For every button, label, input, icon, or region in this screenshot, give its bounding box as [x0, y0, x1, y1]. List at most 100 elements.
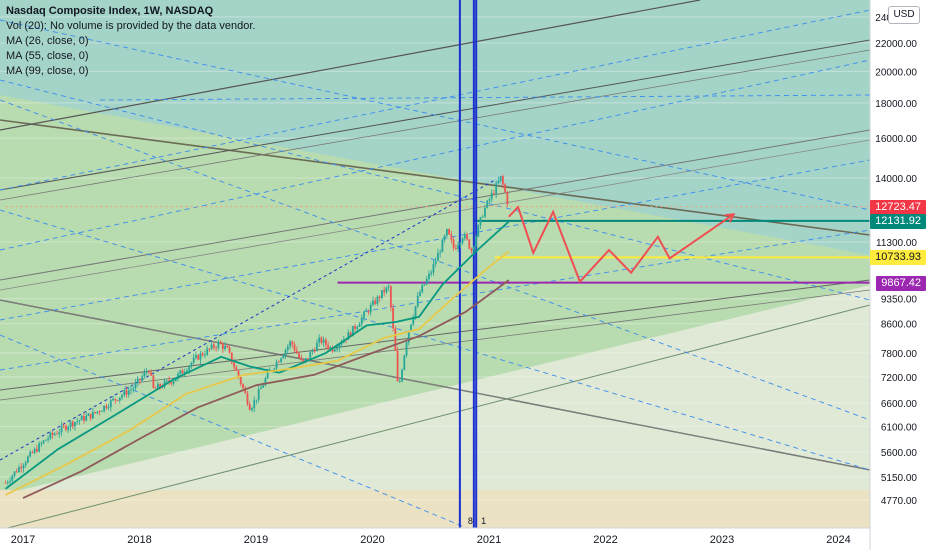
candle-body: [421, 285, 424, 293]
candle-body: [354, 325, 356, 329]
candle-body: [76, 421, 79, 423]
trend-line: [0, 49, 870, 201]
candle-body: [219, 341, 222, 344]
candle-body: [320, 337, 323, 343]
candle-body: [295, 350, 298, 354]
candle-body: [29, 451, 32, 457]
candle-body: [208, 348, 211, 350]
candle-body: [183, 371, 186, 374]
candle-body: [125, 390, 128, 395]
candle-body: [322, 339, 325, 343]
candle-body: [486, 200, 489, 208]
candle-body: [190, 362, 193, 367]
chart-legend: Nasdaq Composite Index, 1W, NASDAQ Vol (…: [6, 4, 255, 79]
candle-body: [58, 432, 61, 434]
candle-body: [253, 400, 256, 409]
moving-average-line: [22, 279, 510, 499]
y-tick-label: 7200.00: [881, 373, 918, 384]
dashed-fan-line: [0, 19, 870, 211]
candle-body: [154, 387, 157, 389]
candle-body: [172, 381, 175, 384]
candle-body: [389, 286, 392, 308]
candle-body: [475, 236, 477, 247]
candle-body: [273, 368, 276, 371]
candle-body: [325, 339, 327, 346]
currency-button[interactable]: USD: [888, 6, 920, 24]
projection-path: [508, 205, 735, 284]
candle-body: [134, 383, 137, 389]
candle-body: [18, 467, 20, 473]
candle-body: [488, 199, 491, 201]
candle-body: [381, 290, 383, 299]
candle-body: [38, 443, 41, 452]
dashed-fan-line: [0, 334, 468, 528]
candle-body: [372, 300, 374, 306]
x-tick-label: 2019: [244, 534, 268, 546]
candle-body: [472, 246, 475, 251]
vertical-marker-label: 8: [468, 516, 473, 526]
y-tick-label: 16000.00: [875, 134, 917, 145]
candle-body: [80, 416, 83, 421]
candle-body: [506, 192, 509, 205]
candle-body: [329, 347, 332, 349]
candle-body: [493, 192, 495, 194]
legend-ma-26: MA (26, close, 0): [6, 35, 89, 47]
candle-body: [284, 349, 287, 356]
candle-body: [365, 311, 368, 312]
candle-body: [454, 247, 457, 249]
moving-average-line: [5, 250, 510, 496]
candle-body: [495, 183, 498, 194]
candle-body: [47, 438, 49, 440]
candle-body: [121, 395, 123, 398]
candle-body: [300, 357, 303, 360]
legend-ma-55: MA (55, close, 0): [6, 50, 89, 62]
x-tick-label: 2022: [593, 534, 617, 546]
price-tag-value: 10733.93: [875, 251, 921, 264]
candle-body: [74, 422, 76, 427]
candle-body: [441, 239, 444, 253]
candle-body: [504, 184, 507, 193]
candle-body: [396, 350, 399, 382]
candles: [4, 174, 509, 486]
candle-body: [369, 305, 372, 313]
candle-body: [199, 353, 202, 360]
candle-body: [423, 284, 426, 286]
candle-body: [20, 467, 23, 469]
candle-body: [383, 290, 386, 293]
x-tick-label: 2017: [11, 534, 35, 546]
candle-body: [228, 347, 231, 353]
dashed-fan-line: [0, 209, 870, 471]
candle-body: [65, 425, 67, 430]
dashed-fan-line: [0, 159, 870, 321]
dashed-fan-line: [0, 9, 870, 191]
candle-body: [313, 350, 316, 352]
candle-body: [100, 410, 103, 412]
projection-arrowhead: [724, 213, 736, 223]
candle-body: [333, 349, 336, 352]
candle-body: [9, 480, 11, 483]
candle-body: [266, 371, 269, 379]
candle-body: [141, 376, 144, 381]
candle-body: [186, 370, 188, 372]
legend-ma-99: MA (99, close, 0): [6, 65, 89, 77]
trend-line: [0, 299, 870, 471]
dashed-fan-line: [99, 94, 870, 101]
candle-body: [264, 378, 267, 386]
candle-body: [174, 378, 177, 382]
candle-body: [145, 371, 148, 373]
candle-body: [351, 325, 354, 337]
candle-body: [239, 377, 242, 385]
candle-body: [387, 286, 390, 288]
vertical-marker-label: 1: [481, 516, 486, 526]
candle-body: [248, 404, 251, 410]
candle-body: [347, 332, 350, 340]
candle-body: [116, 400, 119, 401]
dashed-support-line: [0, 179, 496, 461]
candle-body: [477, 225, 480, 237]
x-tick-label: 2024: [826, 534, 850, 546]
candle-body: [148, 371, 150, 373]
trend-line: [0, 129, 870, 281]
candle-body: [215, 347, 218, 349]
